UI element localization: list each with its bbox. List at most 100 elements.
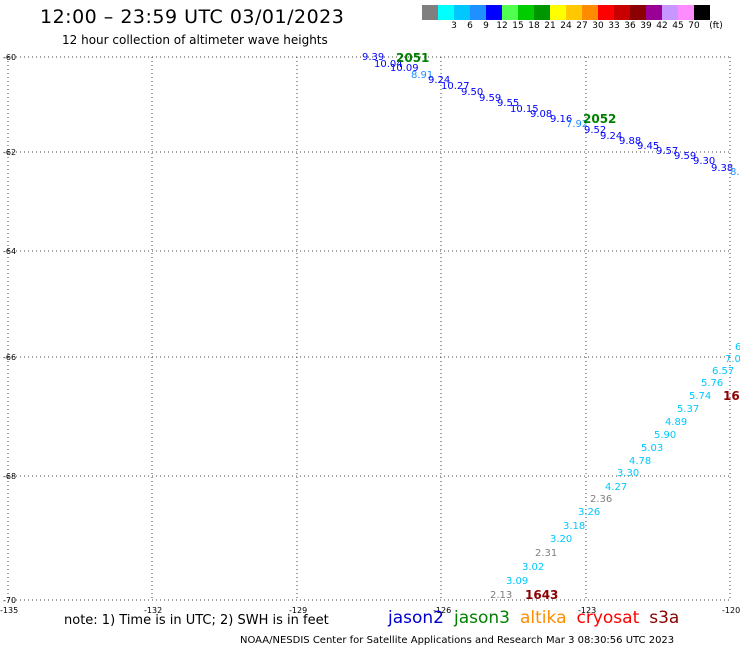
track-value-label: 9.59 [479, 93, 501, 104]
track-value-label: 2.31 [535, 548, 557, 559]
legend-label: 30 [592, 21, 604, 31]
longitude-tick-label: -132 [144, 606, 162, 615]
track-value-label: 2.36 [590, 494, 612, 505]
longitude-tick-label: -126 [433, 606, 451, 615]
latitude-tick-label: -60 [3, 53, 16, 62]
latitude-labels: -60 -62 -64 -66 -68 -70 [3, 53, 16, 605]
legend-label: 21 [544, 21, 556, 31]
map-grid [7, 56, 731, 601]
legend-swatch [598, 5, 614, 20]
track-value-label: 3.30 [617, 468, 639, 479]
track-value-label: 9.57 [656, 146, 678, 157]
legend-label: 18 [528, 21, 540, 31]
track-value-label: 3.02 [522, 562, 544, 573]
track-value-label: 3.20 [550, 534, 572, 545]
satellite-name-s3a: s3a [649, 608, 680, 628]
track-value-label: 9.30 [693, 156, 715, 167]
pass-number-label: 2051 [396, 51, 429, 65]
legend-swatch [518, 5, 534, 20]
legend-swatch [534, 5, 550, 20]
track-value-label: 10.15 [510, 104, 539, 115]
track-value-label: 7.92 [566, 119, 588, 130]
legend-swatch [694, 5, 710, 20]
legend-label: 42 [656, 21, 668, 31]
longitude-tick-label: -129 [289, 606, 307, 615]
legend-swatch [454, 5, 470, 20]
legend-swatch [486, 5, 502, 20]
page-subtitle: 12 hour collection of altimeter wave hei… [62, 33, 328, 47]
legend-swatch [550, 5, 566, 20]
track-value-label: 9.39 [362, 52, 384, 63]
legend-unit: (ft) [709, 21, 723, 31]
wave-height-tracks: 9.3910.0410.098.919.2410.279.509.599.551… [362, 51, 740, 602]
legend-swatch [630, 5, 646, 20]
satellite-name-altika: altika [520, 608, 567, 628]
track-value-label: 3.26 [578, 507, 600, 518]
track-value-label: 9.08 [530, 109, 552, 120]
legend-label: 12 [496, 21, 508, 31]
legend-swatch [438, 5, 454, 20]
legend-label: 3 [451, 21, 457, 31]
track-value-label: 8.91 [411, 70, 433, 81]
track-value-label: 3.09 [506, 576, 528, 587]
track-value-label: 10.04 [374, 59, 403, 70]
legend-swatch [646, 5, 662, 20]
pass-number-label: 16 [723, 389, 740, 403]
legend-label: 15 [512, 21, 524, 31]
track-value-label: 4.78 [629, 456, 651, 467]
track-value-label: 6.57 [712, 366, 734, 377]
legend-label: 45 [672, 21, 684, 31]
legend-label: 27 [576, 21, 588, 31]
track-value-label: 9.50 [461, 87, 483, 98]
latitude-tick-label: -70 [3, 596, 16, 605]
legend-swatch [582, 5, 598, 20]
track-value-label: 5.03 [641, 443, 663, 454]
longitude-tick-label: -120 [722, 606, 740, 615]
track-value-label: 9.16 [550, 114, 572, 125]
page-title: 12:00 – 23:59 UTC 03/01/2023 [40, 6, 345, 28]
pass-number-label: 1643 [525, 588, 558, 602]
satellite-name-cryosat: cryosat [576, 608, 640, 628]
satellite-name-jason3: jason3 [454, 608, 510, 628]
footer-credit: NOAA/NESDIS Center for Satellite Applica… [240, 635, 675, 646]
latitude-tick-label: -64 [3, 247, 16, 256]
legend-swatch [662, 5, 678, 20]
track-value-label: 5.37 [677, 404, 699, 415]
satellite-legend: jason2 jason3 altika cryosat s3a [388, 608, 689, 628]
track-value-label: 4.89 [665, 417, 687, 428]
legend-swatch [566, 5, 582, 20]
legend-label: 6 [467, 21, 473, 31]
longitude-tick-label: -135 [0, 606, 18, 615]
track-value-label: 5.90 [654, 430, 676, 441]
legend-label: 24 [560, 21, 572, 31]
legend-label: 39 [640, 21, 652, 31]
satellite-name-jason2: jason2 [388, 608, 444, 628]
track-value-label: 9.24 [600, 131, 622, 142]
track-value-label: 9.38 [711, 163, 733, 174]
track-value-label: 5.74 [689, 391, 711, 402]
track-value-label: 3.18 [563, 521, 585, 532]
longitude-labels: -135 -132 -129 -126 -123 -120 [0, 606, 740, 615]
latitude-tick-label: -68 [3, 472, 16, 481]
legend-swatch [422, 5, 438, 20]
track-value-label: 4.27 [605, 482, 627, 493]
track-value-label: 9.24 [428, 75, 450, 86]
longitude-tick-label: -123 [578, 606, 596, 615]
track-value-label: 8. [730, 167, 740, 178]
legend-label: 9 [483, 21, 489, 31]
track-value-label: 6 [735, 342, 740, 353]
legend-label: 70 [688, 21, 700, 31]
track-value-label: 10.09 [390, 63, 419, 74]
track-value-label: 2.13 [490, 590, 512, 601]
pass-number-label: 2052 [583, 112, 616, 126]
track-value-label: 10.27 [441, 81, 470, 92]
track-value-label: 9.59 [674, 151, 696, 162]
latitude-tick-label: -62 [3, 148, 16, 157]
track-value-label: 9.52 [584, 125, 606, 136]
note-text: note: 1) Time is in UTC; 2) SWH is in fe… [64, 613, 329, 628]
legend-swatch [502, 5, 518, 20]
legend-swatch [470, 5, 486, 20]
legend-swatch [678, 5, 694, 20]
track-value-label: 7.0 [725, 354, 740, 365]
